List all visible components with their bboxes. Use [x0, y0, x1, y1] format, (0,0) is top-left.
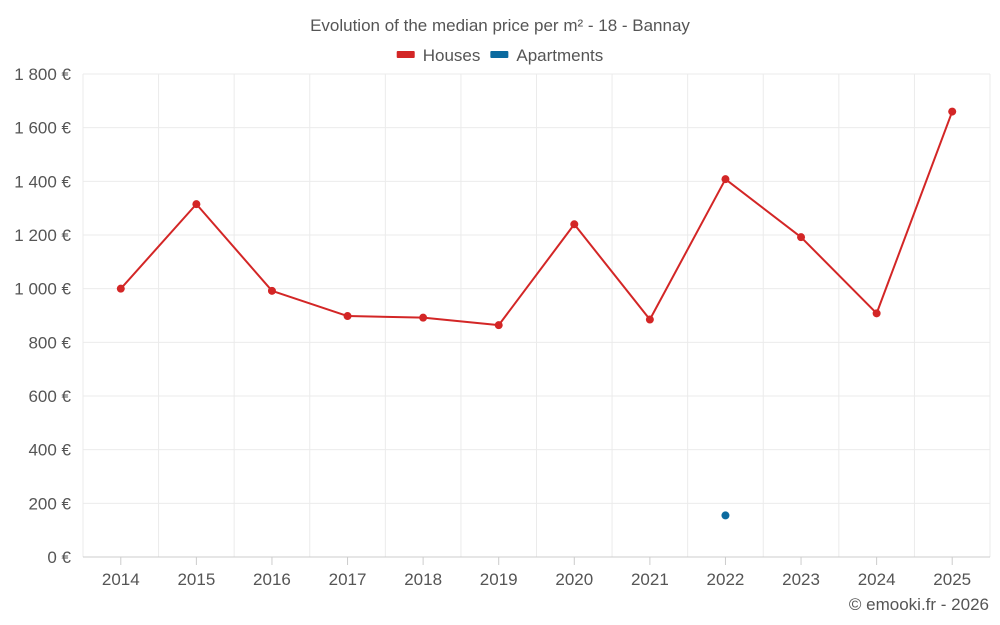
legend-swatch — [490, 51, 509, 58]
houses-point-2021[interactable] — [645, 315, 654, 324]
y-tick-label: 1 600 € — [14, 119, 71, 138]
x-tick-label: 2023 — [782, 570, 820, 589]
x-tick-label: 2024 — [858, 570, 896, 589]
x-tick-label: 2020 — [555, 570, 593, 589]
y-tick-label: 1 400 € — [14, 172, 71, 191]
x-tick-label: 2014 — [102, 570, 140, 589]
y-tick-label: 800 € — [28, 333, 71, 352]
y-axis: 0 € 200 € 400 € 600 € 800 € 1 000 € 1 200 € 1 4… — [14, 65, 71, 567]
x-tick-label: 2019 — [480, 570, 518, 589]
houses-point-2024[interactable] — [872, 309, 881, 318]
x-tick-label: 2015 — [177, 570, 215, 589]
credit-text: © emooki.fr - 2026 — [849, 595, 989, 614]
y-tick-label: 600 € — [28, 387, 71, 406]
houses-point-2023[interactable] — [797, 233, 806, 242]
houses-point-2022[interactable] — [721, 175, 730, 184]
x-axis: 2014 2015 2016 2017 2018 2019 2020 2021 2022 2023… — [83, 556, 990, 589]
legend: Houses Apartments — [396, 46, 603, 65]
legend-item-houses[interactable]: Houses — [396, 46, 481, 65]
legend-swatch — [396, 51, 415, 58]
houses-point-2020[interactable] — [570, 220, 579, 229]
y-tick-label: 1 800 € — [14, 65, 71, 84]
x-tick-label: 2017 — [329, 570, 367, 589]
houses-point-2018[interactable] — [419, 313, 428, 322]
series-layer — [116, 107, 957, 520]
apartments-point-2022[interactable] — [721, 511, 730, 520]
legend-item-apartments[interactable]: Apartments — [490, 46, 603, 65]
houses-point-2025[interactable] — [948, 107, 957, 116]
legend-label: Apartments — [516, 46, 603, 65]
y-tick-label: 400 € — [28, 441, 71, 460]
y-tick-label: 200 € — [28, 494, 71, 513]
houses-point-2014[interactable] — [116, 284, 125, 293]
houses-point-2015[interactable] — [192, 200, 201, 209]
houses-point-2016[interactable] — [267, 286, 276, 295]
houses-point-2017[interactable] — [343, 312, 352, 321]
x-tick-label: 2016 — [253, 570, 291, 589]
y-tick-label: 1 000 € — [14, 280, 71, 299]
grid-lines — [82, 73, 991, 557]
houses-point-2019[interactable] — [494, 321, 503, 330]
x-tick-label: 2022 — [707, 570, 745, 589]
x-tick-label: 2018 — [404, 570, 442, 589]
y-tick-label: 1 200 € — [14, 226, 71, 245]
houses-series-line — [120, 111, 954, 327]
x-tick-label: 2025 — [933, 570, 971, 589]
legend-label: Houses — [423, 46, 481, 65]
chart-title: Evolution of the median price per m² - 1… — [310, 16, 690, 35]
y-tick-label: 0 € — [47, 548, 71, 567]
x-tick-label: 2021 — [631, 570, 669, 589]
